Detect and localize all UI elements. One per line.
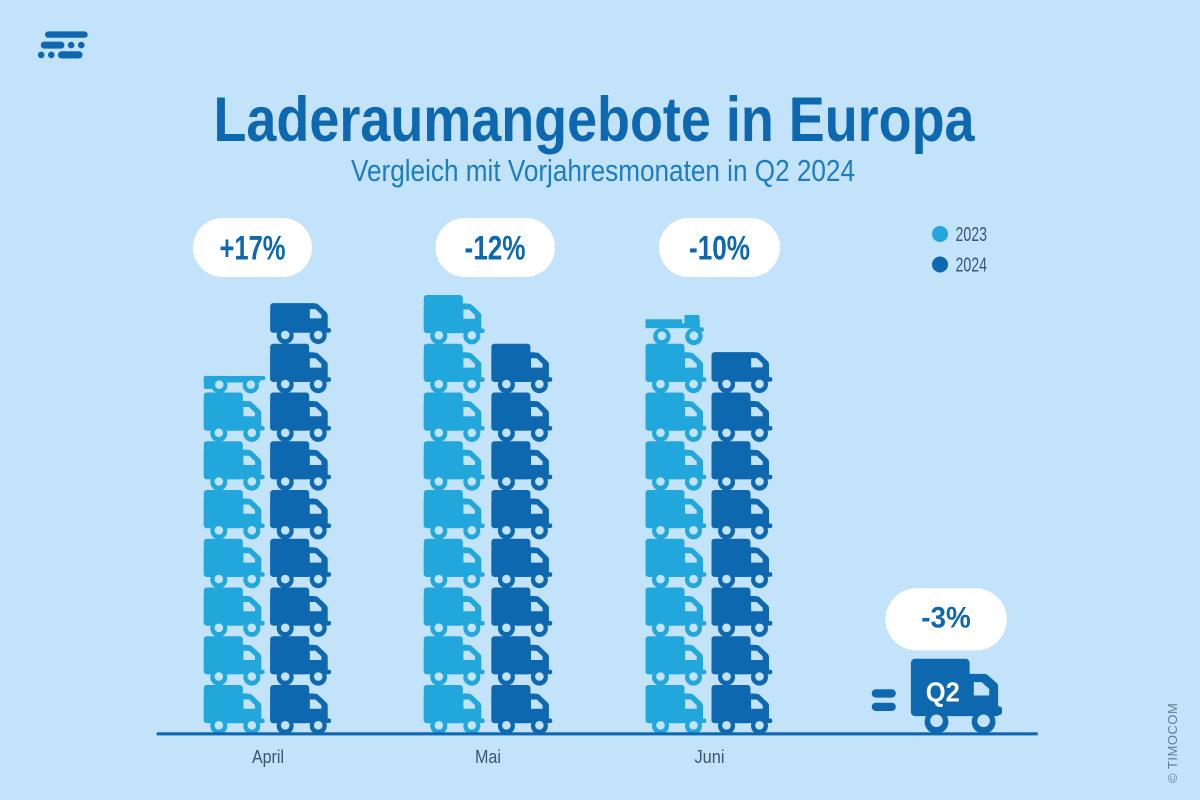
svg-text:Q2: Q2 [926, 677, 960, 708]
svg-text:Mai: Mai [475, 747, 501, 767]
svg-text:2023: 2023 [956, 224, 988, 246]
svg-text:Laderaumangebote in Europa: Laderaumangebote in Europa [214, 85, 976, 155]
svg-text:-12%: -12% [465, 230, 526, 268]
svg-text:April: April [252, 747, 284, 767]
svg-text:2024: 2024 [956, 255, 988, 277]
svg-text:-3%: -3% [921, 602, 971, 635]
svg-text:-10%: -10% [689, 230, 750, 268]
svg-text:+17%: +17% [220, 230, 286, 268]
svg-text:© TIMOCOM: © TIMOCOM [1165, 703, 1180, 783]
svg-text:Vergleich mit Vorjahresmonaten: Vergleich mit Vorjahresmonaten in Q2 202… [351, 153, 855, 188]
svg-text:Juni: Juni [695, 747, 725, 767]
